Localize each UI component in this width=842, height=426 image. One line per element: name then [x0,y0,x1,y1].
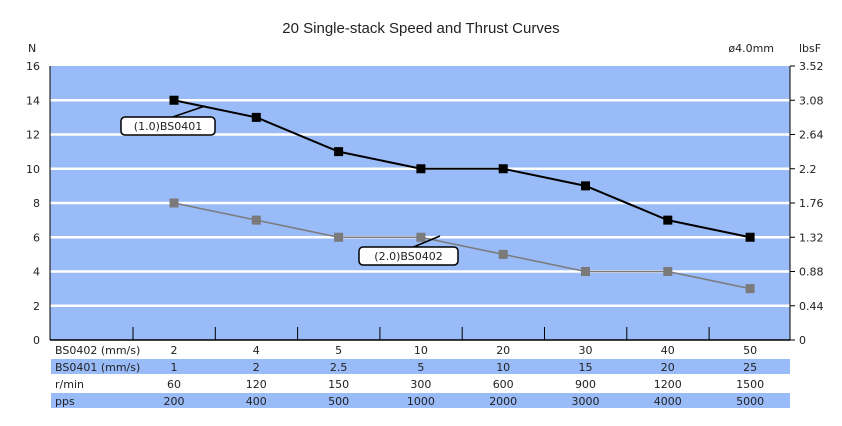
y-tick-right: 1.32 [799,231,824,244]
table-cell: 1500 [736,378,764,391]
series-line-0 [173,99,751,239]
y-tick-right: 2.2 [799,163,817,176]
y-tick-left: 6 [33,231,40,244]
y-tick-right: 2.64 [799,129,824,142]
table-cell: 5000 [736,395,764,408]
table-cell: 4 [253,344,260,357]
table-cell: 5 [417,361,424,374]
table-cell: 900 [575,378,596,391]
y-axis-label-right: lbsF [799,42,821,55]
callout-bs0402-box [358,246,459,266]
data-point [663,215,673,225]
table-cell: 60 [167,378,181,391]
data-point [663,267,673,276]
table-cell: 600 [493,378,514,391]
y-tick-left: 12 [26,129,40,142]
data-point [745,284,755,294]
data-point [251,112,261,122]
y-tick-right: 3.52 [799,60,824,73]
y-tick-right: 1.76 [799,197,824,210]
table-cell: 1000 [407,395,435,408]
table-cell: 400 [246,395,267,408]
table-cell: 5 [335,344,342,357]
y-tick-right: 3.08 [799,94,824,107]
table-cell: 15 [579,361,593,374]
table-cell: 500 [328,395,349,408]
data-point [416,232,426,242]
y-tick-left: 10 [26,163,40,176]
table-cell: 120 [246,378,267,391]
table-cell: 30 [579,344,593,357]
data-point [581,181,590,191]
table-cell: 2000 [489,395,517,408]
chart-title: 20 Single-stack Speed and Thrust Curves [282,20,559,37]
callout-bs0402: (2.0)BS0402 [374,250,442,263]
table-cell: 2.5 [330,361,348,374]
y-axis-label-left: N [28,42,36,55]
data-point [416,164,426,174]
y-tick-left: 16 [26,60,40,73]
data-point [169,198,179,208]
table-cell: 25 [743,361,757,374]
table-cell: 40 [661,344,675,357]
data-point [498,249,508,259]
data-point [498,164,508,174]
y-tick-right: 0.44 [799,300,824,313]
table-cell: 20 [496,344,510,357]
data-point [745,232,755,242]
table-row-label: pps [55,395,75,408]
table-row-label: BS0401 (mm/s) [55,361,140,374]
y-tick-left: 14 [26,94,40,107]
table-cell: 20 [661,361,675,374]
table-cell: 200 [164,395,185,408]
table-cell: 1 [171,361,178,374]
table-cell: 2 [171,344,178,357]
table-row-label: BS0402 (mm/s) [55,344,140,357]
table-cell: 4000 [654,395,682,408]
callout-bs0402-pointer [413,235,441,248]
y-tick-left: 4 [33,266,40,279]
callout-bs0401-box [120,116,216,136]
table-cell: 2 [253,361,260,374]
data-point [251,215,261,225]
data-point [581,267,590,276]
table-row-band [51,393,790,408]
series-line-1 [173,202,751,290]
table-cell: 300 [410,378,431,391]
y-tick-right: 0.88 [799,266,824,279]
diameter-note: ø4.0mm [728,42,774,55]
table-row-label: r/min [55,378,84,391]
y-tick-right: 0 [799,334,806,347]
table-row-band [51,359,790,374]
callout-bs0401-pointer [172,105,206,118]
y-tick-left: 2 [33,300,40,313]
data-point [334,147,344,157]
table-cell: 10 [414,344,428,357]
table-cell: 50 [743,344,757,357]
table-cell: 150 [328,378,349,391]
callout-bs0401: (1.0)BS0401 [134,120,202,133]
data-point [169,95,179,105]
data-point [334,232,344,242]
table-cell: 10 [496,361,510,374]
table-cell: 1200 [654,378,682,391]
y-tick-left: 8 [33,197,40,210]
table-cell: 3000 [572,395,600,408]
y-tick-left: 0 [33,334,40,347]
